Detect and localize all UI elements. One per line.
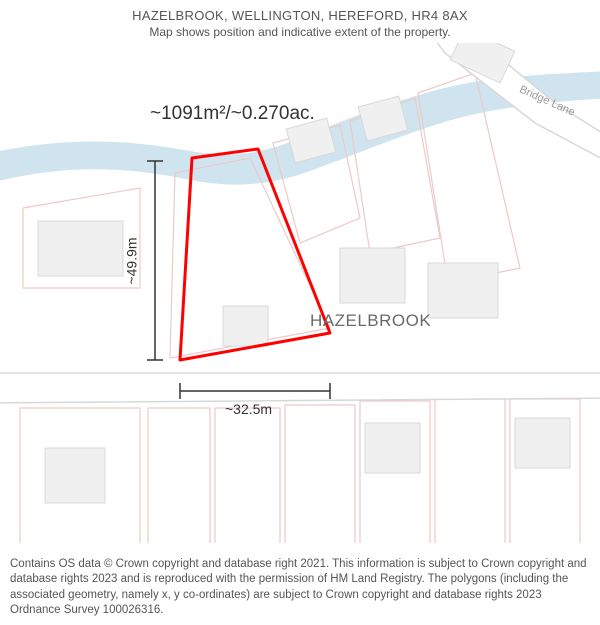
copyright-footer: Contains OS data © Crown copyright and d… [10,557,590,619]
width-measurement-label: ~32.5m [225,401,272,417]
header: HAZELBROOK, WELLINGTON, HEREFORD, HR4 8A… [0,0,600,43]
area-measurement-label: ~1091m²/~0.270ac. [150,103,315,125]
map-canvas: ~1091m²/~0.270ac. ~49.9m ~32.5m HAZELBRO… [0,43,600,543]
height-measurement-label: ~49.9m [124,237,140,284]
page-title: HAZELBROOK, WELLINGTON, HEREFORD, HR4 8A… [10,8,590,23]
property-name-label: HAZELBROOK [310,311,431,331]
page-subtitle: Map shows position and indicative extent… [10,25,590,39]
